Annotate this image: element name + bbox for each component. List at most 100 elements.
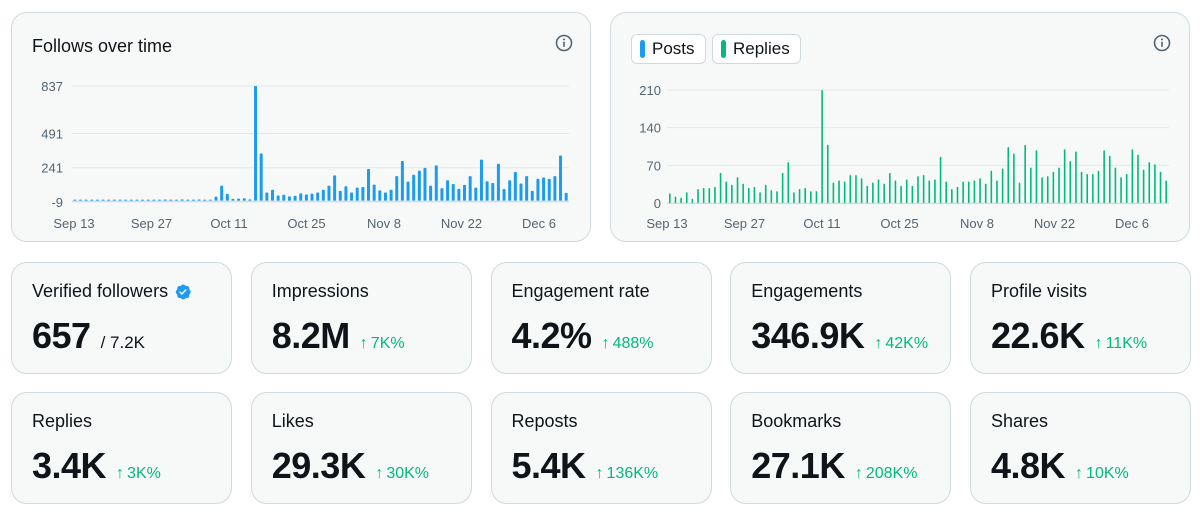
follows-bar[interactable]: [338, 190, 342, 201]
follows-bar[interactable]: [519, 183, 523, 201]
metric-card-engagement-rate[interactable]: Engagement rate 4.2% ↑ 488%: [490, 262, 712, 374]
replies-bar[interactable]: [725, 181, 728, 203]
replies-bar[interactable]: [731, 184, 733, 203]
replies-bar[interactable]: [697, 189, 699, 203]
follows-bar[interactable]: [383, 192, 387, 201]
replies-bar[interactable]: [922, 175, 925, 203]
replies-bar[interactable]: [911, 185, 914, 203]
replies-bar[interactable]: [1108, 155, 1111, 203]
replies-bar[interactable]: [979, 178, 981, 203]
follows-bar[interactable]: [513, 171, 517, 201]
replies-bar[interactable]: [1030, 167, 1032, 203]
follows-bar[interactable]: [440, 188, 444, 201]
replies-bar[interactable]: [742, 183, 744, 203]
follows-bar[interactable]: [502, 188, 506, 201]
follows-bar[interactable]: [367, 168, 371, 201]
replies-bar[interactable]: [708, 187, 711, 203]
replies-bar[interactable]: [1063, 149, 1066, 203]
follows-bar[interactable]: [355, 187, 359, 201]
follows-bar[interactable]: [327, 185, 331, 201]
replies-bar[interactable]: [702, 187, 705, 203]
follows-bar[interactable]: [141, 199, 145, 201]
replies-bar[interactable]: [1035, 150, 1038, 203]
replies-bar[interactable]: [1001, 168, 1004, 203]
follows-bar[interactable]: [101, 199, 105, 201]
replies-bar[interactable]: [984, 183, 987, 203]
replies-bar[interactable]: [1052, 171, 1055, 203]
replies-bar[interactable]: [928, 180, 931, 203]
follows-bar[interactable]: [169, 199, 173, 201]
replies-bar[interactable]: [838, 180, 840, 203]
replies-bar[interactable]: [753, 186, 756, 203]
replies-bar[interactable]: [917, 176, 919, 203]
follows-bar[interactable]: [423, 167, 427, 201]
replies-bar[interactable]: [1165, 180, 1167, 203]
replies-bar[interactable]: [1097, 170, 1100, 203]
follows-bar[interactable]: [321, 189, 325, 201]
follows-bar[interactable]: [265, 192, 269, 201]
replies-bar[interactable]: [821, 90, 823, 203]
replies-bar[interactable]: [1142, 169, 1145, 203]
follows-bar[interactable]: [158, 199, 162, 201]
follows-bar[interactable]: [434, 165, 438, 201]
replies-bar[interactable]: [1114, 167, 1117, 203]
follows-bar[interactable]: [225, 193, 229, 201]
replies-bar[interactable]: [669, 193, 671, 203]
replies-bar[interactable]: [843, 181, 846, 203]
follows-bar[interactable]: [547, 178, 551, 201]
replies-bar[interactable]: [1080, 171, 1083, 203]
replies-bar[interactable]: [962, 181, 964, 203]
follows-bar[interactable]: [73, 199, 77, 201]
follows-bar[interactable]: [316, 192, 320, 201]
follows-bar[interactable]: [350, 192, 354, 201]
follows-bar[interactable]: [479, 159, 483, 201]
follows-bar[interactable]: [287, 196, 291, 201]
follows-bar[interactable]: [203, 199, 207, 201]
replies-bar[interactable]: [787, 162, 790, 203]
follows-bar[interactable]: [208, 199, 212, 201]
metric-card-shares[interactable]: Shares 4.8K ↑ 10K%: [970, 392, 1191, 504]
replies-bar[interactable]: [1013, 153, 1015, 203]
replies-bar[interactable]: [996, 180, 998, 203]
replies-bar[interactable]: [1137, 154, 1139, 203]
replies-bar[interactable]: [685, 192, 688, 203]
replies-bar[interactable]: [826, 144, 829, 203]
metric-card-reposts[interactable]: Reposts 5.4K ↑ 136K%: [490, 392, 712, 504]
follows-bar[interactable]: [485, 181, 489, 201]
replies-bar[interactable]: [934, 179, 936, 203]
replies-bar[interactable]: [1154, 164, 1156, 203]
follows-bar[interactable]: [344, 186, 348, 201]
replies-bar[interactable]: [883, 183, 885, 203]
follows-bar[interactable]: [333, 175, 337, 201]
legend-replies[interactable]: Replies: [712, 34, 801, 64]
follows-bar[interactable]: [276, 195, 280, 201]
replies-bar[interactable]: [736, 177, 739, 203]
replies-bar[interactable]: [793, 192, 795, 203]
replies-bar[interactable]: [860, 178, 863, 203]
follows-bar[interactable]: [463, 184, 467, 201]
follows-bar[interactable]: [84, 199, 88, 201]
follows-bar[interactable]: [536, 178, 540, 201]
replies-bar[interactable]: [832, 182, 835, 203]
legend-posts[interactable]: Posts: [631, 34, 706, 64]
follows-bar[interactable]: [446, 180, 450, 201]
replies-bar[interactable]: [776, 191, 778, 203]
replies-bar[interactable]: [1018, 182, 1021, 203]
follows-bar[interactable]: [412, 174, 416, 201]
follows-bar[interactable]: [468, 176, 472, 201]
follows-bar[interactable]: [310, 193, 314, 201]
replies-bar[interactable]: [956, 186, 959, 203]
metric-card-likes[interactable]: Likes 29.3K ↑ 30K%: [250, 392, 472, 504]
follows-bar[interactable]: [530, 190, 534, 201]
replies-bar[interactable]: [691, 198, 694, 203]
follows-bar[interactable]: [270, 189, 274, 201]
replies-bar[interactable]: [1007, 147, 1010, 203]
replies-bar[interactable]: [1131, 149, 1134, 203]
follows-bar[interactable]: [197, 199, 201, 201]
follows-bar[interactable]: [395, 176, 399, 201]
follows-bar[interactable]: [237, 198, 241, 201]
replies-bar[interactable]: [810, 191, 812, 203]
follows-bar[interactable]: [474, 187, 478, 201]
follows-bar[interactable]: [361, 187, 365, 201]
replies-bar[interactable]: [900, 185, 902, 203]
